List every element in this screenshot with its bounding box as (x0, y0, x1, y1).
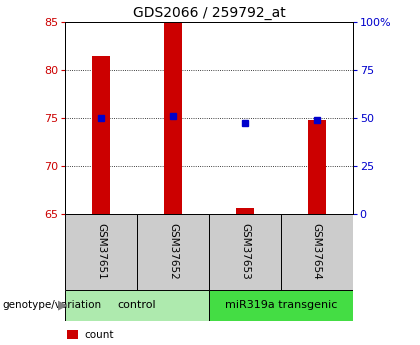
Text: GSM37651: GSM37651 (96, 224, 106, 280)
Bar (164, 22, 182, 214)
Text: ▶: ▶ (58, 299, 67, 312)
Text: GSM37653: GSM37653 (240, 224, 250, 280)
Title: GDS2066 / 259792_at: GDS2066 / 259792_at (133, 6, 285, 20)
Bar (209, 290, 353, 321)
Bar (137, 214, 209, 290)
Text: genotype/variation: genotype/variation (2, 300, 101, 310)
Bar (92, 56, 110, 214)
Text: GSM37652: GSM37652 (168, 224, 178, 280)
Bar (65, 290, 209, 321)
Text: miR319a transgenic: miR319a transgenic (225, 300, 337, 310)
Text: control: control (118, 300, 156, 310)
Bar (209, 214, 281, 290)
Text: GSM37654: GSM37654 (312, 224, 322, 280)
Text: count: count (84, 330, 113, 339)
Bar (236, 208, 254, 214)
Bar (308, 120, 326, 214)
Bar (65, 214, 137, 290)
Bar (281, 214, 353, 290)
